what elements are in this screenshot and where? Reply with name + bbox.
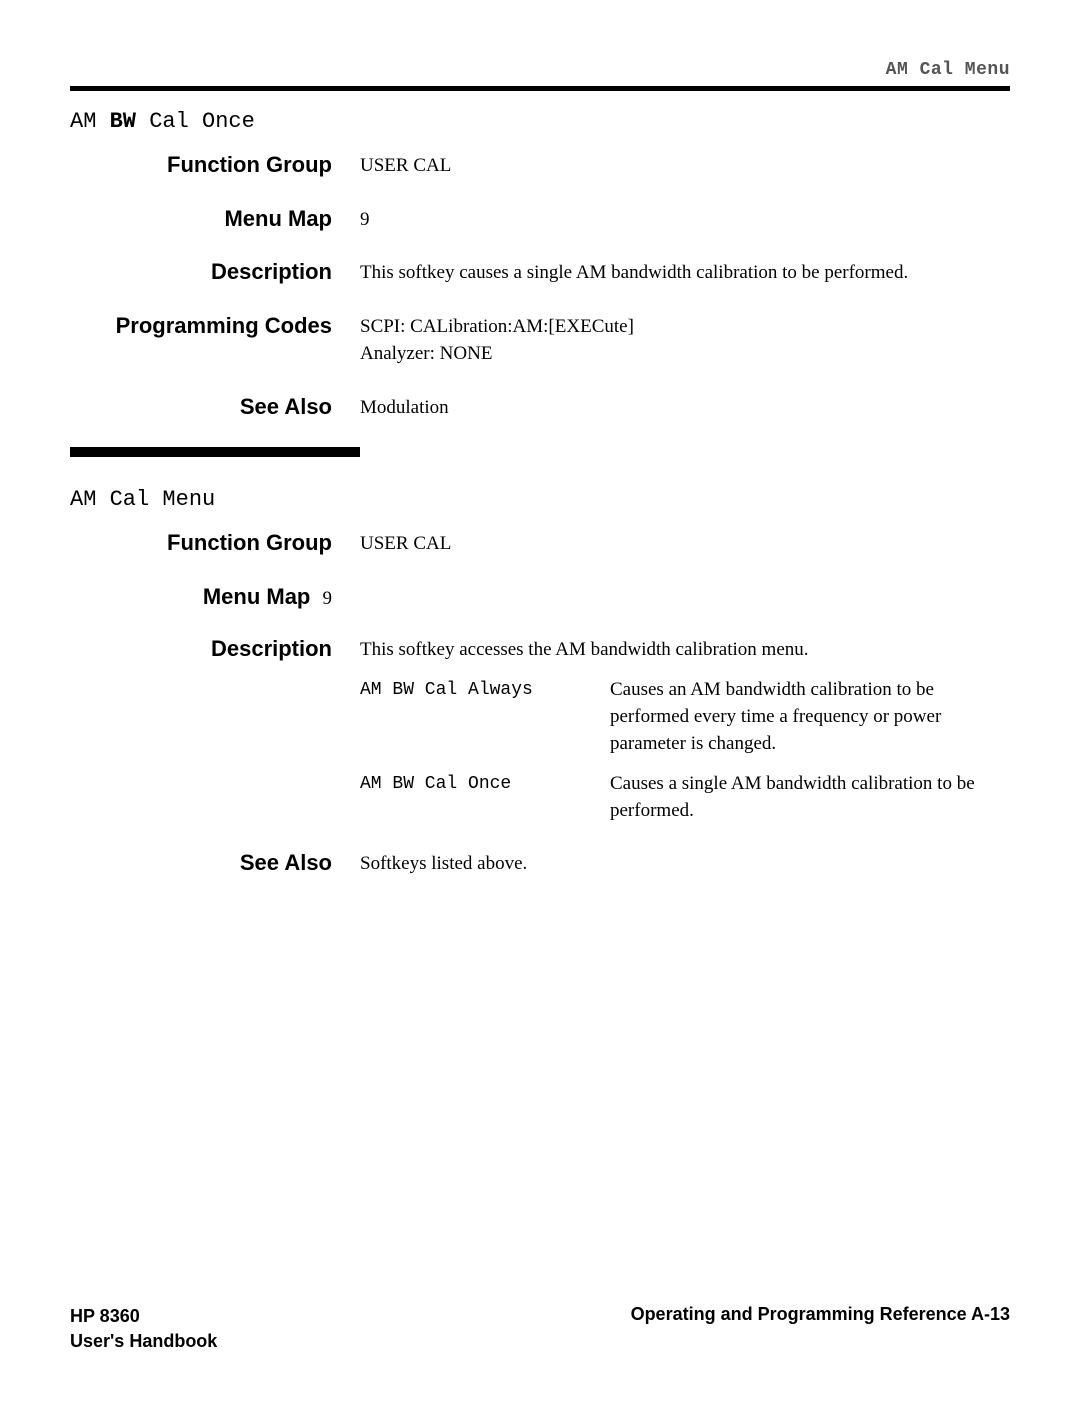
s1-description-value: This softkey causes a single AM bandwidt… — [360, 259, 1010, 287]
s1-description-row: Description This softkey causes a single… — [70, 259, 1010, 287]
section1-title-post: Cal Once — [136, 109, 255, 134]
s2-menu-map-label-text: Menu Map — [203, 584, 311, 609]
s2-see-also-value: Softkeys listed above. — [360, 850, 1010, 878]
s2-description-row: Description This softkey accesses the AM… — [70, 636, 1010, 825]
s2-menu-map-row: Menu Map 9 — [70, 584, 1010, 610]
s1-function-group-value: USER CAL — [360, 152, 1010, 180]
s2-desc-item-1-desc: Causes a single AM bandwidth calibration… — [610, 771, 1010, 824]
s1-programming-line1: SCPI: CALibration:AM:[EXECute] — [360, 313, 1010, 341]
footer-left-line2: User's Handbook — [70, 1329, 217, 1353]
s2-desc-item-0-key: AM BW Cal Always — [360, 677, 610, 757]
s2-see-also-row: See Also Softkeys listed above. — [70, 850, 1010, 878]
s1-programming-row: Programming Codes SCPI: CALibration:AM:[… — [70, 313, 1010, 368]
footer-left-line1: HP 8360 — [70, 1304, 217, 1328]
s1-description-label: Description — [70, 259, 360, 287]
s1-menu-map-label: Menu Map — [70, 206, 360, 234]
section1-title: AM BW Cal Once — [70, 109, 1010, 134]
section2-title: AM Cal Menu — [70, 487, 1010, 512]
s1-see-also-row: See Also Modulation — [70, 394, 1010, 422]
footer-right: Operating and Programming Reference A-13 — [631, 1304, 1010, 1353]
s1-programming-label: Programming Codes — [70, 313, 360, 368]
s2-menu-map-label: Menu Map 9 — [70, 584, 360, 610]
s2-desc-item-1-key: AM BW Cal Once — [360, 771, 610, 824]
s2-function-group-label: Function Group — [70, 530, 360, 558]
rule-top — [70, 86, 1010, 91]
s1-see-also-value: Modulation — [360, 394, 1010, 422]
s1-menu-map-row: Menu Map 9 — [70, 206, 1010, 234]
s2-desc-item-0-desc: Causes an AM bandwidth calibration to be… — [610, 677, 1010, 757]
s2-description-intro: This softkey accesses the AM bandwidth c… — [360, 636, 1010, 664]
s2-menu-map-value: 9 — [323, 588, 333, 609]
page-header-right: AM Cal Menu — [70, 60, 1010, 80]
s2-description-value: This softkey accesses the AM bandwidth c… — [360, 636, 1010, 825]
s2-description-label: Description — [70, 636, 360, 825]
s1-see-also-label: See Also — [70, 394, 360, 422]
s1-programming-value: SCPI: CALibration:AM:[EXECute] Analyzer:… — [360, 313, 1010, 368]
section1-title-pre: AM — [70, 109, 110, 134]
footer-left: HP 8360 User's Handbook — [70, 1304, 217, 1353]
s1-function-group-row: Function Group USER CAL — [70, 152, 1010, 180]
section1-title-bold: BW — [110, 109, 136, 134]
s2-desc-item-0: AM BW Cal Always Causes an AM bandwidth … — [360, 677, 1010, 757]
s1-menu-map-value: 9 — [360, 206, 1010, 234]
s1-programming-line2: Analyzer: NONE — [360, 340, 1010, 368]
page-footer: HP 8360 User's Handbook Operating and Pr… — [70, 1304, 1010, 1353]
s2-function-group-row: Function Group USER CAL — [70, 530, 1010, 558]
s2-desc-item-1: AM BW Cal Once Causes a single AM bandwi… — [360, 771, 1010, 824]
s2-function-group-value: USER CAL — [360, 530, 1010, 558]
s1-function-group-label: Function Group — [70, 152, 360, 180]
s2-see-also-label: See Also — [70, 850, 360, 878]
rule-short-thick — [70, 447, 360, 457]
